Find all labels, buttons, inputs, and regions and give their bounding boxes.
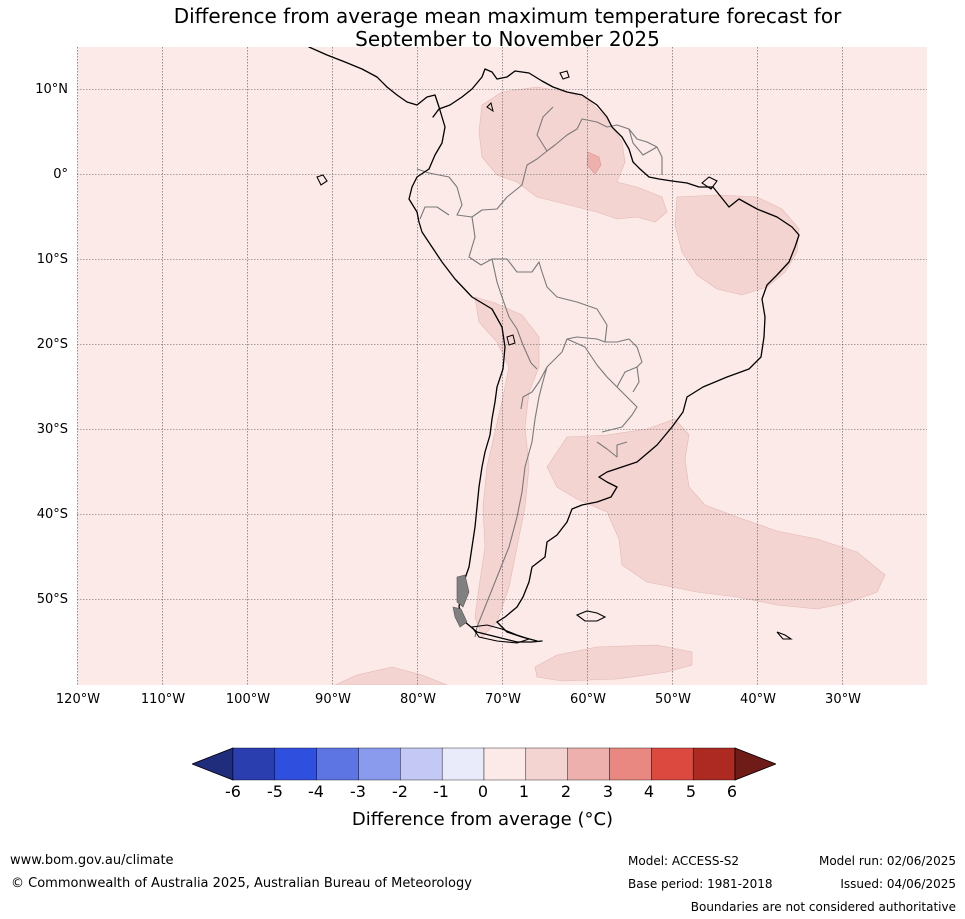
anomaly-region-south-atlantic [546,418,886,610]
anomaly-region-southwest [334,666,448,685]
colorbar-cell [609,747,652,781]
colorbar-cell [651,747,694,781]
lat-label-0: 0° [53,166,68,182]
colorbar-label: Difference from average (°C) [351,809,614,830]
lon-label-80w: 80°W [400,692,436,707]
footer-disclaimer: Boundaries are not considered authoritat… [690,900,956,914]
footer-website: www.bom.gov.au/climate [10,853,174,868]
map-title-line-1: Difference from average mean maximum tem… [173,4,842,28]
colorbar-cells [192,747,776,781]
anomaly-region-northeast-brazil [674,194,800,296]
lake-titicaca [506,334,516,346]
lon-label-50w: 50°W [655,692,691,707]
colorbar-tick: 4 [643,782,655,801]
colorbar-cell [358,747,401,781]
colorbar-tick: -4 [308,782,324,801]
lon-label-110w: 110°W [140,692,186,707]
colorbar-tick: -2 [392,782,408,801]
colorbar-cell [316,747,359,781]
footer-model: Model: ACCESS-S2 [628,854,740,868]
footer-issued: Issued: 04/06/2025 [840,877,956,891]
colorbar-cell [483,747,527,781]
lat-label-30s: 30°S [36,421,68,437]
colorbar-cell [525,747,568,781]
lon-label-120w: 120°W [55,692,101,707]
lon-label-30w: 30°W [825,692,861,707]
footer-model-run: Model run: 02/06/2025 [818,854,956,868]
colorbar-tick: 0 [477,782,489,801]
lake-maracaibo [486,102,494,113]
colorbar-tick: 3 [602,782,614,801]
islands [316,70,793,644]
map-title-line-2: September to November 2025 [355,27,660,51]
lakes [486,102,516,346]
falkland-islands [575,610,607,622]
colorbar-tick: -3 [350,782,366,801]
anomaly-region-northern [478,86,668,223]
lon-label-100w: 100°W [225,692,271,707]
colorbar-tick: 1 [518,782,530,801]
colorbar-cell [232,747,276,781]
colorbar-tick: 6 [726,782,738,801]
lat-label-10s: 10°S [36,251,68,267]
colorbar-cell [441,747,485,781]
lat-label-40s: 40°S [36,506,68,522]
colorbar-cell [567,747,610,781]
lon-label-60w: 60°W [570,692,606,707]
colorbar-tick: -5 [267,782,283,801]
chile-fjords [452,574,470,628]
anomaly-region-andes [474,296,540,638]
colorbar-tick: -6 [225,782,241,801]
trinidad [559,70,570,80]
lon-label-40w: 40°W [740,692,776,707]
colorbar-extend-high [734,747,776,781]
gridlines [77,47,927,685]
colorbar-tick: 2 [560,782,572,801]
colorbar [192,747,776,781]
lon-label-70w: 70°W [485,692,521,707]
colorbar-tick: 5 [685,782,697,801]
anomaly-band-1-to-2 [334,86,886,685]
south-georgia [776,631,793,640]
footer-copyright: © Commonwealth of Australia 2025, Austra… [11,876,472,891]
forecast-map [77,47,927,685]
marajo-island [701,176,718,190]
colorbar-tick: -1 [433,782,449,801]
footer-base-period: Base period: 1981-2018 [628,877,773,891]
lat-label-10n: 10°N [35,81,68,97]
tierra-del-fuego [471,624,531,644]
colorbar-extend-low [192,747,234,781]
colorbar-cell [400,747,443,781]
country-borders [416,106,663,638]
anomaly-region-drake-passage [534,644,693,682]
lat-label-50s: 50°S [36,591,68,607]
lat-label-20s: 20°S [36,336,68,352]
anomaly-band-2-to-3 [586,151,602,175]
lon-label-90w: 90°W [315,692,351,707]
colorbar-cell [692,747,736,781]
colorbar-cell [274,747,317,781]
galapagos-islands [316,174,328,186]
